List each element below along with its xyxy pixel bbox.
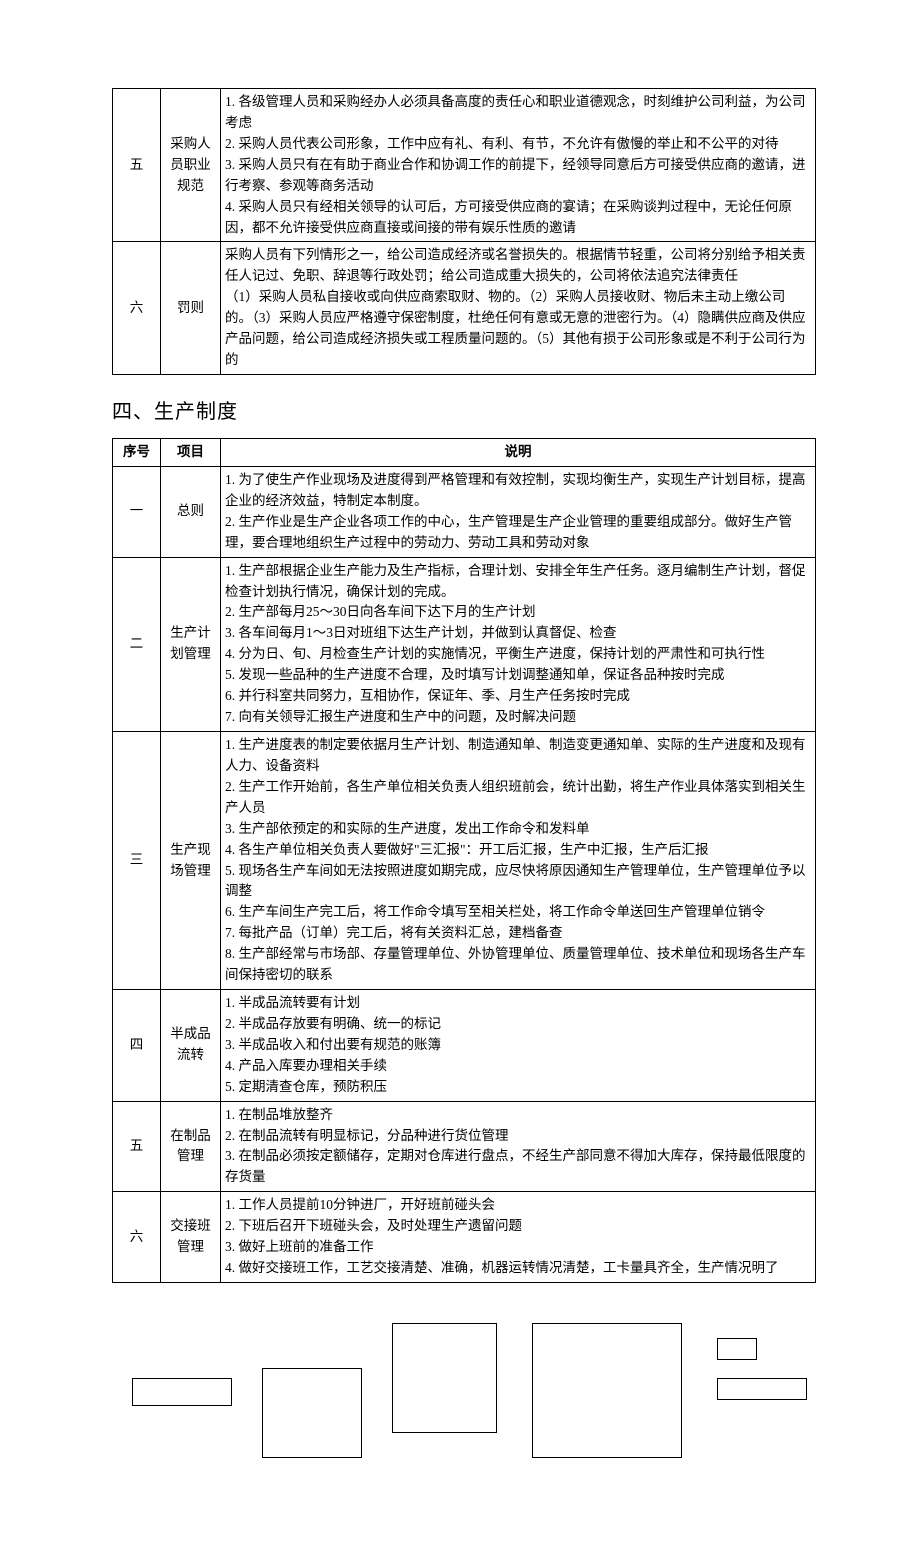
row-description: 1. 为了使生产作业现场及进度得到严格管理和有效控制，实现均衡生产，实现生产计划…	[221, 466, 816, 557]
description-line: 4. 各生产单位相关负责人要做好"三汇报"：开工后汇报，生产中汇报，生产后汇报	[225, 840, 811, 861]
description-line: 1. 半成品流转要有计划	[225, 993, 811, 1014]
description-line: 7. 向有关领导汇报生产进度和生产中的问题，及时解决问题	[225, 707, 811, 728]
row-item: 在制品管理	[161, 1101, 221, 1192]
description-line: 4. 做好交接班工作，工艺交接清楚、准确，机器运转情况清楚，工卡量具齐全，生产情…	[225, 1258, 811, 1279]
table-row: 三生产现场管理1. 生产进度表的制定要依据月生产计划、制造通知单、制造变更通知单…	[113, 731, 816, 989]
table-row: 五在制品管理1. 在制品堆放整齐2. 在制品流转有明显标记，分品种进行货位管理3…	[113, 1101, 816, 1192]
prod-table-body: 一总则1. 为了使生产作业现场及进度得到严格管理和有效控制，实现均衡生产，实现生…	[113, 466, 816, 1282]
row-number: 六	[113, 1192, 161, 1283]
bottom-boxes-region	[112, 1323, 816, 1463]
row-number: 二	[113, 557, 161, 731]
row-item: 半成品流转	[161, 990, 221, 1102]
row-description: 1. 生产进度表的制定要依据月生产计划、制造通知单、制造变更通知单、实际的生产进…	[221, 731, 816, 989]
description-line: 8. 生产部经常与市场部、存量管理单位、外协管理单位、质量管理单位、技术单位和现…	[225, 944, 811, 986]
description-line: 采购人员有下列情形之一，给公司造成经济或名誉损失的。根据情节轻重，公司将分别给予…	[225, 245, 811, 287]
header-desc: 说明	[221, 438, 816, 466]
row-item: 总则	[161, 466, 221, 557]
description-line: （1）采购人员私自接收或向供应商索取财、物的。（2）采购人员接收财、物后未主动上…	[225, 287, 811, 371]
description-line: 6. 生产车间生产完工后，将工作命令填写至相关栏处，将工作命令单送回生产管理单位…	[225, 902, 811, 923]
row-description: 采购人员有下列情形之一，给公司造成经济或名誉损失的。根据情节轻重，公司将分别给予…	[221, 242, 816, 375]
description-line: 4. 采购人员只有经相关领导的认可后，方可接受供应商的宴请；在采购谈判过程中，无…	[225, 197, 811, 239]
decorative-box	[262, 1368, 362, 1458]
description-line: 2. 采购人员代表公司形象，工作中应有礼、有利、有节，不允许有傲慢的举止和不公平…	[225, 134, 811, 155]
row-item: 交接班管理	[161, 1192, 221, 1283]
description-line: 3. 生产部依预定的和实际的生产进度，发出工作命令和发料单	[225, 819, 811, 840]
description-line: 4. 分为日、旬、月检查生产计划的实施情况，平衡生产进度，保持计划的严肃性和可执…	[225, 644, 811, 665]
description-line: 3. 各车间每月1～3日对班组下达生产计划，并做到认真督促、检查	[225, 623, 811, 644]
section-title: 四、生产制度	[112, 397, 816, 428]
description-line: 2. 生产作业是生产企业各项工作的中心，生产管理是生产企业管理的重要组成部分。做…	[225, 512, 811, 554]
row-number: 四	[113, 990, 161, 1102]
description-line: 5. 现场各生产车间如无法按照进度如期完成，应尽快将原因通知生产管理单位，生产管…	[225, 861, 811, 903]
row-description: 1. 半成品流转要有计划2. 半成品存放要有明确、统一的标记3. 半成品收入和付…	[221, 990, 816, 1102]
row-number: 五	[113, 1101, 161, 1192]
description-line: 2. 下班后召开下班碰头会，及时处理生产遗留问题	[225, 1216, 811, 1237]
row-number: 三	[113, 731, 161, 989]
row-item: 生产计划管理	[161, 557, 221, 731]
table-row: 六罚则采购人员有下列情形之一，给公司造成经济或名誉损失的。根据情节轻重，公司将分…	[113, 242, 816, 375]
description-line: 5. 定期清查仓库，预防积压	[225, 1077, 811, 1098]
description-line: 1. 生产部根据企业生产能力及生产指标，合理计划、安排全年生产任务。逐月编制生产…	[225, 561, 811, 603]
row-description: 1. 在制品堆放整齐2. 在制品流转有明显标记，分品种进行货位管理3. 在制品必…	[221, 1101, 816, 1192]
row-item: 罚则	[161, 242, 221, 375]
row-item: 生产现场管理	[161, 731, 221, 989]
top-table-body: 五采购人员职业规范1. 各级管理人员和采购经办人必须具备高度的责任心和职业道德观…	[113, 89, 816, 375]
description-line: 2. 生产部每月25～30日向各车间下达下月的生产计划	[225, 602, 811, 623]
description-line: 1. 工作人员提前10分钟进厂，开好班前碰头会	[225, 1195, 811, 1216]
description-line: 5. 发现一些品种的生产进度不合理，及时填写计划调整通知单，保证各品种按时完成	[225, 665, 811, 686]
description-line: 2. 生产工作开始前，各生产单位相关负责人组织班前会，统计出勤，将生产作业具体落…	[225, 777, 811, 819]
table-row: 六交接班管理1. 工作人员提前10分钟进厂，开好班前碰头会2. 下班后召开下班碰…	[113, 1192, 816, 1283]
description-line: 1. 生产进度表的制定要依据月生产计划、制造通知单、制造变更通知单、实际的生产进…	[225, 735, 811, 777]
header-item: 项目	[161, 438, 221, 466]
description-line: 7. 每批产品（订单）完工后，将有关资料汇总，建档备查	[225, 923, 811, 944]
description-line: 3. 在制品必须按定额储存，定期对仓库进行盘点，不经生产部同意不得加大库存，保持…	[225, 1146, 811, 1188]
description-line: 3. 做好上班前的准备工作	[225, 1237, 811, 1258]
row-description: 1. 工作人员提前10分钟进厂，开好班前碰头会2. 下班后召开下班碰头会，及时处…	[221, 1192, 816, 1283]
description-line: 1. 各级管理人员和采购经办人必须具备高度的责任心和职业道德观念，时刻维护公司利…	[225, 92, 811, 134]
header-num: 序号	[113, 438, 161, 466]
table-row: 四半成品流转1. 半成品流转要有计划2. 半成品存放要有明确、统一的标记3. 半…	[113, 990, 816, 1102]
description-line: 1. 在制品堆放整齐	[225, 1105, 811, 1126]
decorative-box	[132, 1378, 232, 1406]
row-description: 1. 各级管理人员和采购经办人必须具备高度的责任心和职业道德观念，时刻维护公司利…	[221, 89, 816, 242]
row-number: 六	[113, 242, 161, 375]
description-line: 2. 半成品存放要有明确、统一的标记	[225, 1014, 811, 1035]
row-number: 一	[113, 466, 161, 557]
row-description: 1. 生产部根据企业生产能力及生产指标，合理计划、安排全年生产任务。逐月编制生产…	[221, 557, 816, 731]
decorative-box	[392, 1323, 497, 1433]
decorative-box	[717, 1338, 757, 1360]
description-line: 2. 在制品流转有明显标记，分品种进行货位管理	[225, 1126, 811, 1147]
top-table: 五采购人员职业规范1. 各级管理人员和采购经办人必须具备高度的责任心和职业道德观…	[112, 88, 816, 375]
description-line: 6. 并行科室共同努力，互相协作，保证年、季、月生产任务按时完成	[225, 686, 811, 707]
description-line: 4. 产品入库要办理相关手续	[225, 1056, 811, 1077]
prod-table-header-row: 序号 项目 说明	[113, 438, 816, 466]
description-line: 1. 为了使生产作业现场及进度得到严格管理和有效控制，实现均衡生产，实现生产计划…	[225, 470, 811, 512]
table-row: 一总则1. 为了使生产作业现场及进度得到严格管理和有效控制，实现均衡生产，实现生…	[113, 466, 816, 557]
table-row: 五采购人员职业规范1. 各级管理人员和采购经办人必须具备高度的责任心和职业道德观…	[113, 89, 816, 242]
row-number: 五	[113, 89, 161, 242]
prod-table: 序号 项目 说明 一总则1. 为了使生产作业现场及进度得到严格管理和有效控制，实…	[112, 438, 816, 1283]
decorative-box	[532, 1323, 682, 1458]
description-line: 3. 半成品收入和付出要有规范的账簿	[225, 1035, 811, 1056]
decorative-box	[717, 1378, 807, 1400]
row-item: 采购人员职业规范	[161, 89, 221, 242]
description-line: 3. 采购人员只有在有助于商业合作和协调工作的前提下，经领导同意后方可接受供应商…	[225, 155, 811, 197]
table-row: 二生产计划管理1. 生产部根据企业生产能力及生产指标，合理计划、安排全年生产任务…	[113, 557, 816, 731]
